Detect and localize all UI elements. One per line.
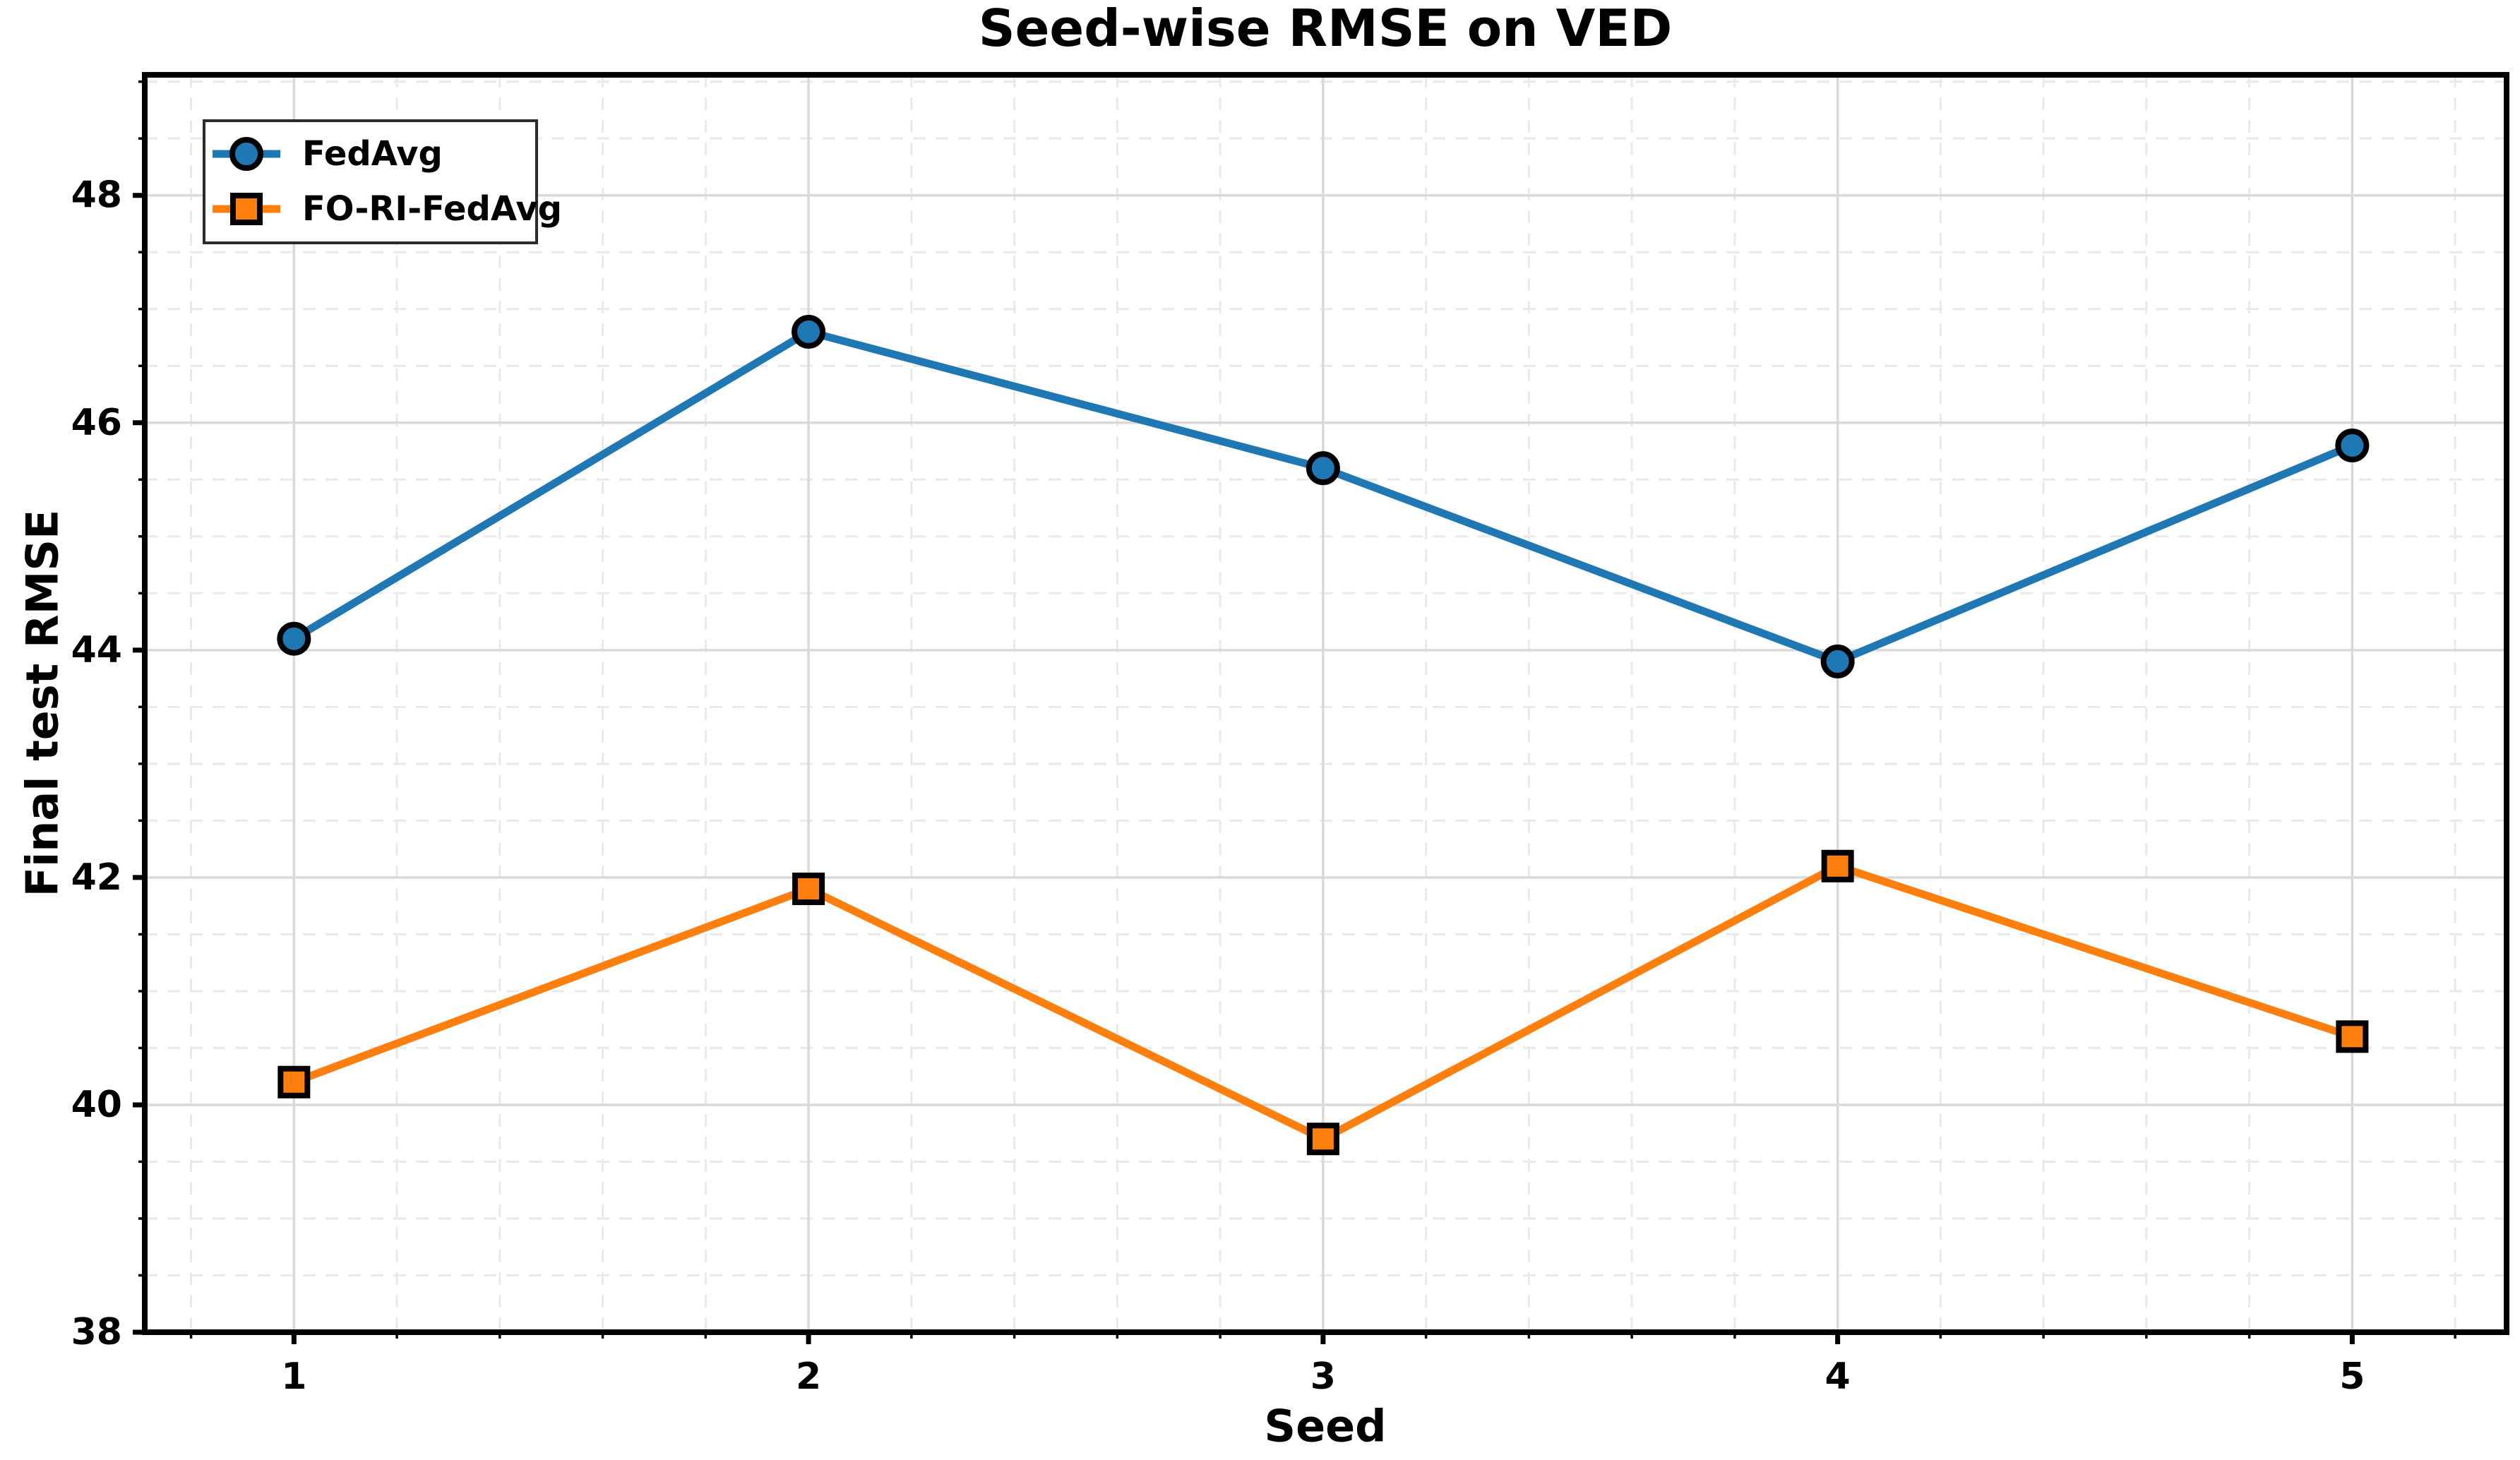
x-tick-label: 1: [281, 1356, 306, 1398]
legend: FedAvg FO-RI-FedAvg: [203, 119, 562, 244]
data-point-marker: [2336, 1020, 2369, 1053]
minor-gridlines: [145, 75, 2507, 1332]
y-axis-label: Final test RMSE: [17, 510, 68, 897]
x-tick-label: 4: [1825, 1356, 1851, 1398]
axis-tick-labels: 1 2 3 4 5 38 40 42 44 46 48: [71, 174, 2365, 1398]
data-point-marker: [1306, 1123, 1339, 1156]
data-point-marker: [2335, 428, 2370, 462]
axes-spines: [142, 72, 2509, 1335]
data-point-marker: [1306, 451, 1340, 486]
y-tick-label: 46: [71, 402, 122, 444]
y-tick-label: 38: [71, 1311, 122, 1353]
plot-border: [142, 72, 2509, 1335]
data-point-marker: [277, 621, 311, 656]
x-tick-label: 3: [1310, 1356, 1336, 1398]
chart-title: Seed-wise RMSE on VED: [979, 0, 1673, 58]
data-point-marker: [792, 314, 826, 349]
legend-label: FO-RI-FedAvg: [302, 189, 562, 229]
data-point-marker: [1820, 644, 1855, 678]
y-tick-label: 44: [71, 629, 122, 671]
y-tick-label: 48: [71, 174, 122, 217]
x-tick-label: 2: [796, 1356, 821, 1398]
y-tick-label: 40: [71, 1084, 122, 1126]
x-axis-label: Seed: [1264, 1401, 1386, 1452]
data-point-marker: [277, 1065, 311, 1099]
y-tick-label: 42: [71, 856, 122, 899]
data-point-marker: [792, 872, 825, 905]
x-tick-label: 5: [2339, 1356, 2365, 1398]
axis-ticks: [133, 80, 2456, 1344]
legend-marker-square: [230, 193, 263, 225]
data-series: [277, 314, 2370, 1156]
legend-marker-circle: [229, 137, 263, 171]
legend-label: FedAvg: [302, 134, 443, 174]
data-point-marker: [1821, 849, 1854, 882]
